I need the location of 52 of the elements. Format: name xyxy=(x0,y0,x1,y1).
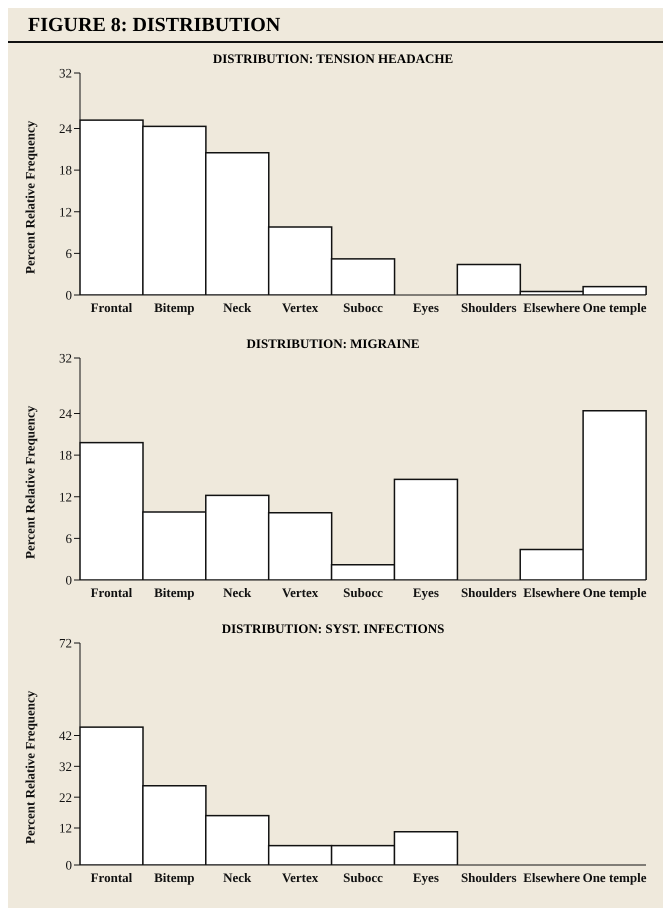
x-tick-label: Frontal xyxy=(90,870,133,886)
x-tick-label: Shoulders xyxy=(460,585,517,600)
x-tick-label: Eyes xyxy=(412,300,439,316)
y-tick-label: 6 xyxy=(66,246,72,261)
y-tick-label: 12 xyxy=(59,204,72,220)
y-tick-label: 22 xyxy=(59,790,72,805)
x-tick-label: Vertex xyxy=(282,300,319,316)
x-tick-label: Elsewhere xyxy=(523,585,580,600)
chart-title: DISTRIBUTION: MIGRAINE xyxy=(246,336,420,352)
y-tick-label: 18 xyxy=(59,162,72,178)
x-tick-label: One temple xyxy=(582,585,647,600)
y-tick-label: 24 xyxy=(59,121,72,136)
y-axis-title: Percent Relative Frequency xyxy=(22,405,38,559)
x-tick-label: Frontal xyxy=(90,300,133,316)
y-tick-label: 18 xyxy=(59,448,72,463)
x-tick-label: Neck xyxy=(223,300,252,316)
x-tick-label: Elsewhere xyxy=(523,300,580,316)
x-tick-label: Neck xyxy=(223,585,252,600)
x-tick-label: Bitemp xyxy=(154,300,195,316)
y-axis-title: Percent Relative Frequency xyxy=(22,690,38,844)
x-tick-label: Subocc xyxy=(343,870,384,886)
x-tick-label: Vertex xyxy=(282,585,319,600)
x-tick-label: Shoulders xyxy=(460,300,517,316)
chart-title: DISTRIBUTION: SYST. INFECTIONS xyxy=(220,621,446,637)
x-tick-label: Frontal xyxy=(90,585,133,600)
y-tick-label: 24 xyxy=(59,406,72,422)
x-tick-label: Vertex xyxy=(282,870,319,886)
x-tick-label: Neck xyxy=(223,870,252,886)
y-tick-label: 32 xyxy=(59,758,72,774)
y-tick-label: 0 xyxy=(66,288,72,303)
y-tick-label: 12 xyxy=(59,820,72,836)
y-tick-label: 32 xyxy=(59,66,72,81)
x-tick-label: Elsewhere xyxy=(523,870,580,886)
y-tick-label: 0 xyxy=(66,572,72,588)
x-tick-label: Eyes xyxy=(412,870,439,886)
y-tick-label: 42 xyxy=(59,728,72,744)
y-tick-label: 12 xyxy=(59,489,72,504)
y-tick-label: 6 xyxy=(66,530,72,546)
x-tick-label: One temple xyxy=(582,870,647,886)
x-tick-label: Subocc xyxy=(343,300,384,316)
x-tick-label: Eyes xyxy=(412,585,439,600)
y-tick-label: 0 xyxy=(66,858,72,873)
x-tick-label: Subocc xyxy=(343,585,384,600)
caption: FIGURE 8: DISTRIBUTION xyxy=(8,8,663,43)
x-tick-label: One temple xyxy=(582,300,647,316)
y-axis-title: Percent Relative Frequency xyxy=(22,120,38,274)
chart-title: DISTRIBUTION: TENSION HEADACHE xyxy=(212,51,454,67)
x-tick-label: Shoulders xyxy=(460,870,517,886)
y-tick-label: 32 xyxy=(59,350,72,366)
y-tick-label: 72 xyxy=(59,636,72,651)
x-tick-label: Bitemp xyxy=(154,585,195,600)
x-tick-label: Bitemp xyxy=(154,870,195,886)
